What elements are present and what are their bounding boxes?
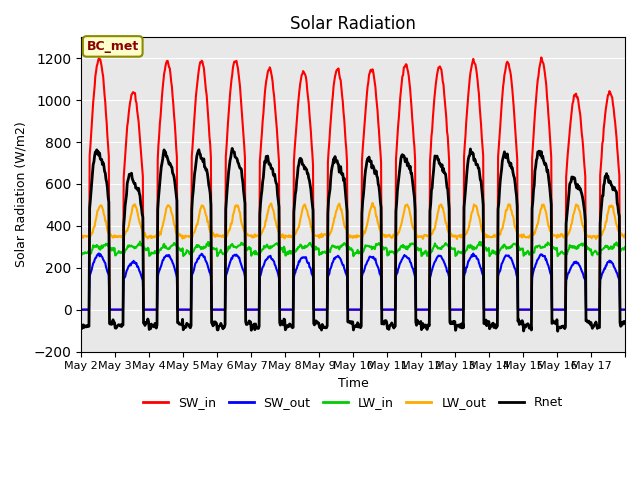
- LW_out: [268, 203, 276, 209]
- SW_in: [440, 82, 447, 87]
- Rnet: [554, 328, 561, 334]
- SW_out: [269, 256, 276, 262]
- Text: BC_met: BC_met: [86, 40, 139, 53]
- SW_in: [289, 307, 296, 312]
- Rnet: [440, 170, 448, 176]
- LW_out: [289, 233, 296, 239]
- Rnet: [289, 324, 297, 330]
- LW_in: [621, 244, 629, 250]
- Rnet: [228, 145, 236, 151]
- Title: Solar Radiation: Solar Radiation: [290, 15, 416, 33]
- Line: SW_in: SW_in: [81, 58, 625, 310]
- Line: LW_in: LW_in: [81, 241, 625, 256]
- SW_in: [77, 307, 85, 312]
- SW_out: [289, 307, 297, 312]
- SW_in: [241, 155, 249, 161]
- SW_out: [440, 260, 448, 265]
- LW_in: [441, 241, 449, 247]
- LW_out: [453, 236, 461, 242]
- Rnet: [621, 319, 629, 325]
- Line: Rnet: Rnet: [81, 148, 625, 331]
- SW_out: [142, 307, 150, 312]
- Line: SW_out: SW_out: [81, 253, 625, 310]
- LW_in: [243, 245, 250, 251]
- Rnet: [410, 189, 417, 194]
- SW_in: [621, 307, 629, 312]
- Legend: SW_in, SW_out, LW_in, LW_out, Rnet: SW_in, SW_out, LW_in, LW_out, Rnet: [138, 391, 568, 414]
- X-axis label: Time: Time: [338, 377, 369, 390]
- SW_out: [621, 307, 629, 312]
- SW_in: [141, 307, 149, 312]
- SW_out: [95, 251, 102, 256]
- LW_out: [440, 211, 448, 216]
- SW_in: [268, 74, 276, 80]
- LW_out: [241, 229, 249, 235]
- SW_in: [409, 125, 417, 131]
- Rnet: [141, 323, 149, 328]
- LW_in: [411, 241, 419, 247]
- LW_in: [269, 243, 277, 249]
- LW_out: [621, 231, 629, 237]
- Rnet: [242, 319, 250, 324]
- LW_in: [214, 253, 221, 259]
- Rnet: [77, 326, 85, 332]
- SW_out: [242, 307, 250, 312]
- LW_in: [142, 247, 150, 253]
- LW_out: [410, 226, 417, 232]
- LW_out: [369, 200, 376, 206]
- Rnet: [269, 166, 276, 172]
- LW_in: [77, 252, 85, 258]
- SW_out: [410, 269, 417, 275]
- SW_in: [538, 55, 545, 60]
- LW_in: [136, 239, 144, 244]
- LW_in: [290, 250, 298, 255]
- SW_out: [77, 307, 85, 312]
- LW_out: [77, 233, 85, 239]
- Line: LW_out: LW_out: [81, 203, 625, 239]
- LW_out: [141, 230, 149, 236]
- Y-axis label: Solar Radiation (W/m2): Solar Radiation (W/m2): [15, 121, 28, 267]
